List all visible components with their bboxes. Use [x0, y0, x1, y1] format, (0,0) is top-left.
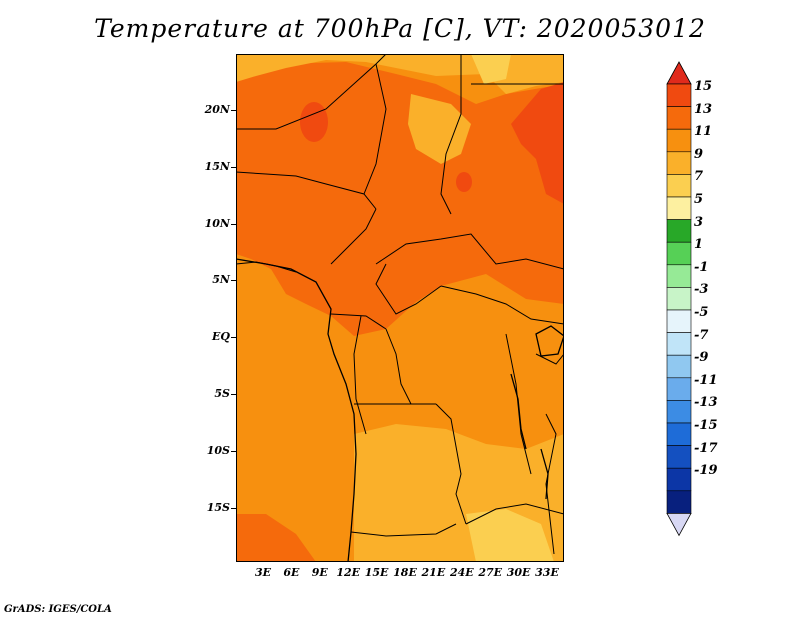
lake-tanganyika: [510, 373, 527, 450]
colorbar-label: 3: [694, 214, 704, 230]
colorbar-swatch: [666, 354, 692, 379]
colorbar-swatch: [666, 422, 692, 446]
lat-tick-label: 10S: [206, 443, 230, 457]
map-frame: [236, 54, 564, 562]
temperature-map: [236, 54, 564, 562]
lake-victoria: [535, 325, 564, 357]
lon-tick-label: 9E: [311, 566, 328, 579]
colorbar-swatch: [666, 174, 692, 198]
colorbar-label: 5: [694, 192, 704, 207]
colorbar-label: -7: [694, 327, 709, 343]
colorbar-swatch: [666, 400, 692, 424]
colorbar-label: -17: [694, 440, 718, 456]
lon-tick-label: 3E: [254, 566, 272, 579]
field-southwest-warm: [236, 514, 316, 562]
colorbar-swatch: [666, 445, 692, 469]
lon-tick-label: 15E: [364, 566, 389, 579]
colorbar-label: -9: [694, 350, 709, 366]
lon-tick-label: 27E: [478, 566, 503, 579]
colorbar-swatch: [666, 196, 692, 220]
colorbar-bottom-triangle: [666, 513, 692, 537]
colorbar-swatch: [666, 332, 692, 356]
colorbar-swatch: [666, 128, 692, 153]
lat-tick-label: 15N: [204, 159, 230, 173]
colorbar-label: -13: [694, 395, 718, 411]
colorbar-label: -1: [694, 259, 709, 275]
colorbar-swatch: [666, 151, 692, 175]
lon-tick-label: 33E: [535, 566, 559, 579]
lon-tick-label: 24E: [449, 566, 474, 579]
colorbar-label: -11: [694, 372, 718, 388]
lat-tick-label: 10N: [204, 216, 230, 230]
lon-tick-label: 6E: [283, 566, 300, 579]
lon-tick-label: 18E: [393, 566, 417, 579]
lat-tick-label: 5N: [212, 273, 230, 287]
colorbar-swatch: [666, 219, 692, 243]
field-hot-spot-2: [511, 82, 564, 204]
colorbar-swatch: [666, 490, 692, 514]
field-hot-spot-3: [456, 172, 472, 192]
colorbar-top-triangle: [666, 61, 692, 85]
colorbar-label: 1: [694, 237, 704, 253]
colorbar-swatch: [666, 309, 692, 333]
lon-tick-label: 21E: [421, 566, 446, 579]
colorbar-swatch: [666, 106, 692, 130]
colorbar-label: 7: [694, 169, 704, 185]
colorbar-swatch: [666, 264, 692, 288]
colorbar-swatch: [666, 83, 692, 107]
lat-tick-label: 15S: [206, 500, 230, 514]
field-northeast-pale: [471, 54, 511, 84]
grads-credit: GrADS: IGES/COLA: [4, 604, 112, 615]
field-sahel-cool: [408, 94, 471, 164]
country-borders: [236, 54, 564, 555]
colorbar-swatch: [666, 287, 692, 311]
coastline: [236, 258, 357, 562]
field-hot-spot-1: [300, 102, 328, 142]
colorbar-label: 13: [694, 101, 713, 117]
colorbar-label: -19: [694, 463, 718, 479]
colorbar-label: 9: [694, 146, 704, 162]
field-south-pale: [466, 509, 554, 562]
lake-malawi: [540, 448, 549, 500]
lon-tick-label: 30E: [506, 566, 531, 579]
lat-tick-label: 5S: [214, 387, 230, 400]
lat-tick-label: EQ: [212, 330, 230, 344]
colorbar-swatch: [666, 467, 692, 492]
colorbar-label: 15: [694, 79, 713, 94]
chart-title: Temperature at 700hPa [C], VT: 202005301…: [94, 14, 706, 43]
colorbar-label: -3: [694, 282, 709, 298]
colorbar-swatch: [666, 241, 692, 266]
lat-tick-label: 20N: [204, 103, 230, 116]
colorbar: [666, 61, 692, 537]
colorbar-label: -5: [694, 305, 709, 320]
colorbar-label: 11: [694, 124, 713, 140]
colorbar-label: -15: [694, 418, 718, 433]
colorbar-swatch: [666, 377, 692, 401]
lon-tick-label: 12E: [336, 566, 361, 579]
